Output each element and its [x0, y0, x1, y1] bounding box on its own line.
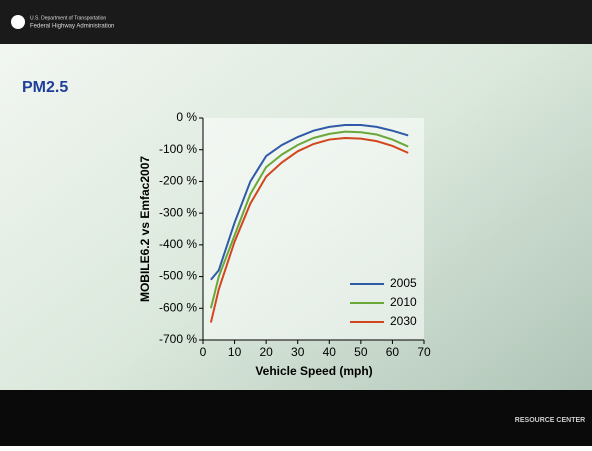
y-tick-label: -300 %	[159, 205, 197, 219]
y-tick-label: -600 %	[159, 300, 197, 314]
x-tick-label: 70	[417, 345, 431, 359]
x-tick-label: 40	[323, 345, 337, 359]
series-line	[210, 123, 409, 281]
y-tick-label: -100 %	[159, 142, 197, 156]
legend-label: 2030	[390, 314, 417, 328]
x-tick-label: 30	[291, 345, 305, 359]
y-tick-label: -700 %	[159, 332, 197, 346]
y-tick-label: -500 %	[159, 269, 197, 283]
x-tick-label: 60	[386, 345, 400, 359]
x-tick-label: 0	[200, 345, 207, 359]
y-tick-label: -400 %	[159, 237, 197, 251]
x-axis-title: Vehicle Speed (mph)	[255, 364, 372, 378]
header-text: U.S. Department of Transportation	[30, 15, 106, 21]
x-tick-label: 10	[228, 345, 242, 359]
header-bar	[0, 0, 592, 44]
y-tick-label: -200 %	[159, 174, 197, 188]
chart-title: PM2.5	[22, 79, 68, 96]
legend-label: 2005	[390, 276, 417, 290]
series-line	[209, 136, 409, 323]
footer-bar	[0, 390, 592, 446]
series-line	[209, 130, 409, 309]
legend-label: 2010	[390, 295, 417, 309]
x-tick-label: 50	[354, 345, 368, 359]
dot-logo	[11, 15, 25, 29]
header-text: Federal Highway Administration	[30, 24, 114, 30]
footer-logo: RESOURCE CENTER	[515, 417, 585, 424]
y-axis-title: MOBILE6.2 vs Emfac2007	[138, 156, 152, 302]
x-tick-label: 20	[259, 345, 273, 359]
y-tick-label: 0 %	[176, 110, 197, 124]
